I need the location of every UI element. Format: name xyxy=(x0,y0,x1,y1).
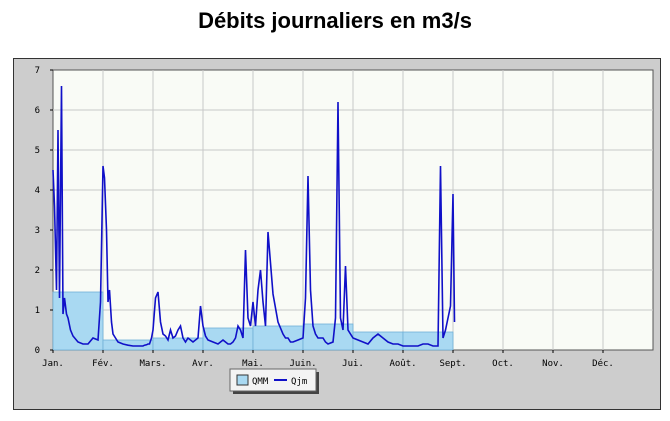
x-tick-label: Oct. xyxy=(492,359,514,369)
qmm-bar-Avr. xyxy=(202,327,254,351)
y-tick-label: 1 xyxy=(35,306,40,316)
x-tick-label: Déc. xyxy=(592,358,614,369)
chart-title: Débits journaliers en m3/s xyxy=(198,8,472,33)
x-tick-label: Juin. xyxy=(289,359,316,369)
x-tick-label: Août. xyxy=(389,359,416,369)
x-tick-label: Mai. xyxy=(242,359,264,369)
x-tick-label: Mars. xyxy=(139,359,166,369)
qmm-bar-Jan. xyxy=(52,291,104,351)
y-tick-label: 7 xyxy=(35,66,40,76)
x-tick-label: Jan. xyxy=(42,359,64,369)
x-tick-label: Fév. xyxy=(92,358,114,369)
x-axis-ticks: Jan. Fév. Mars. Avr. Mai. Juin. Jui. Août. Sept.… xyxy=(42,350,614,369)
y-tick-label: 0 xyxy=(35,346,40,356)
x-tick-label: Avr. xyxy=(192,359,214,369)
legend: QMM Qjm xyxy=(229,368,319,394)
x-tick-label: Nov. xyxy=(542,359,564,369)
grid-lines xyxy=(53,70,653,350)
x-tick-label: Jui. xyxy=(342,359,364,369)
y-tick-label: 6 xyxy=(35,106,40,116)
legend-box xyxy=(229,368,317,392)
x-tick-label: Sept. xyxy=(439,359,466,369)
qmm-bar-Mai. xyxy=(252,325,304,351)
qmm-bar-Juin. xyxy=(302,323,354,351)
y-tick-label: 5 xyxy=(35,146,40,156)
y-tick-label: 4 xyxy=(35,186,40,196)
qmm-bars xyxy=(52,291,454,351)
y-axis-ticks: 0 1 2 3 4 5 6 7 xyxy=(35,66,53,356)
legend-qmm-swatch xyxy=(236,374,249,386)
legend-qjm-label: Qjm xyxy=(291,377,307,387)
legend-qmm-label: QMM xyxy=(252,377,269,387)
y-tick-label: 2 xyxy=(35,266,40,276)
qjm-series-line xyxy=(52,85,456,347)
qmm-bar-Août. xyxy=(402,331,454,351)
y-tick-label: 3 xyxy=(35,226,40,236)
